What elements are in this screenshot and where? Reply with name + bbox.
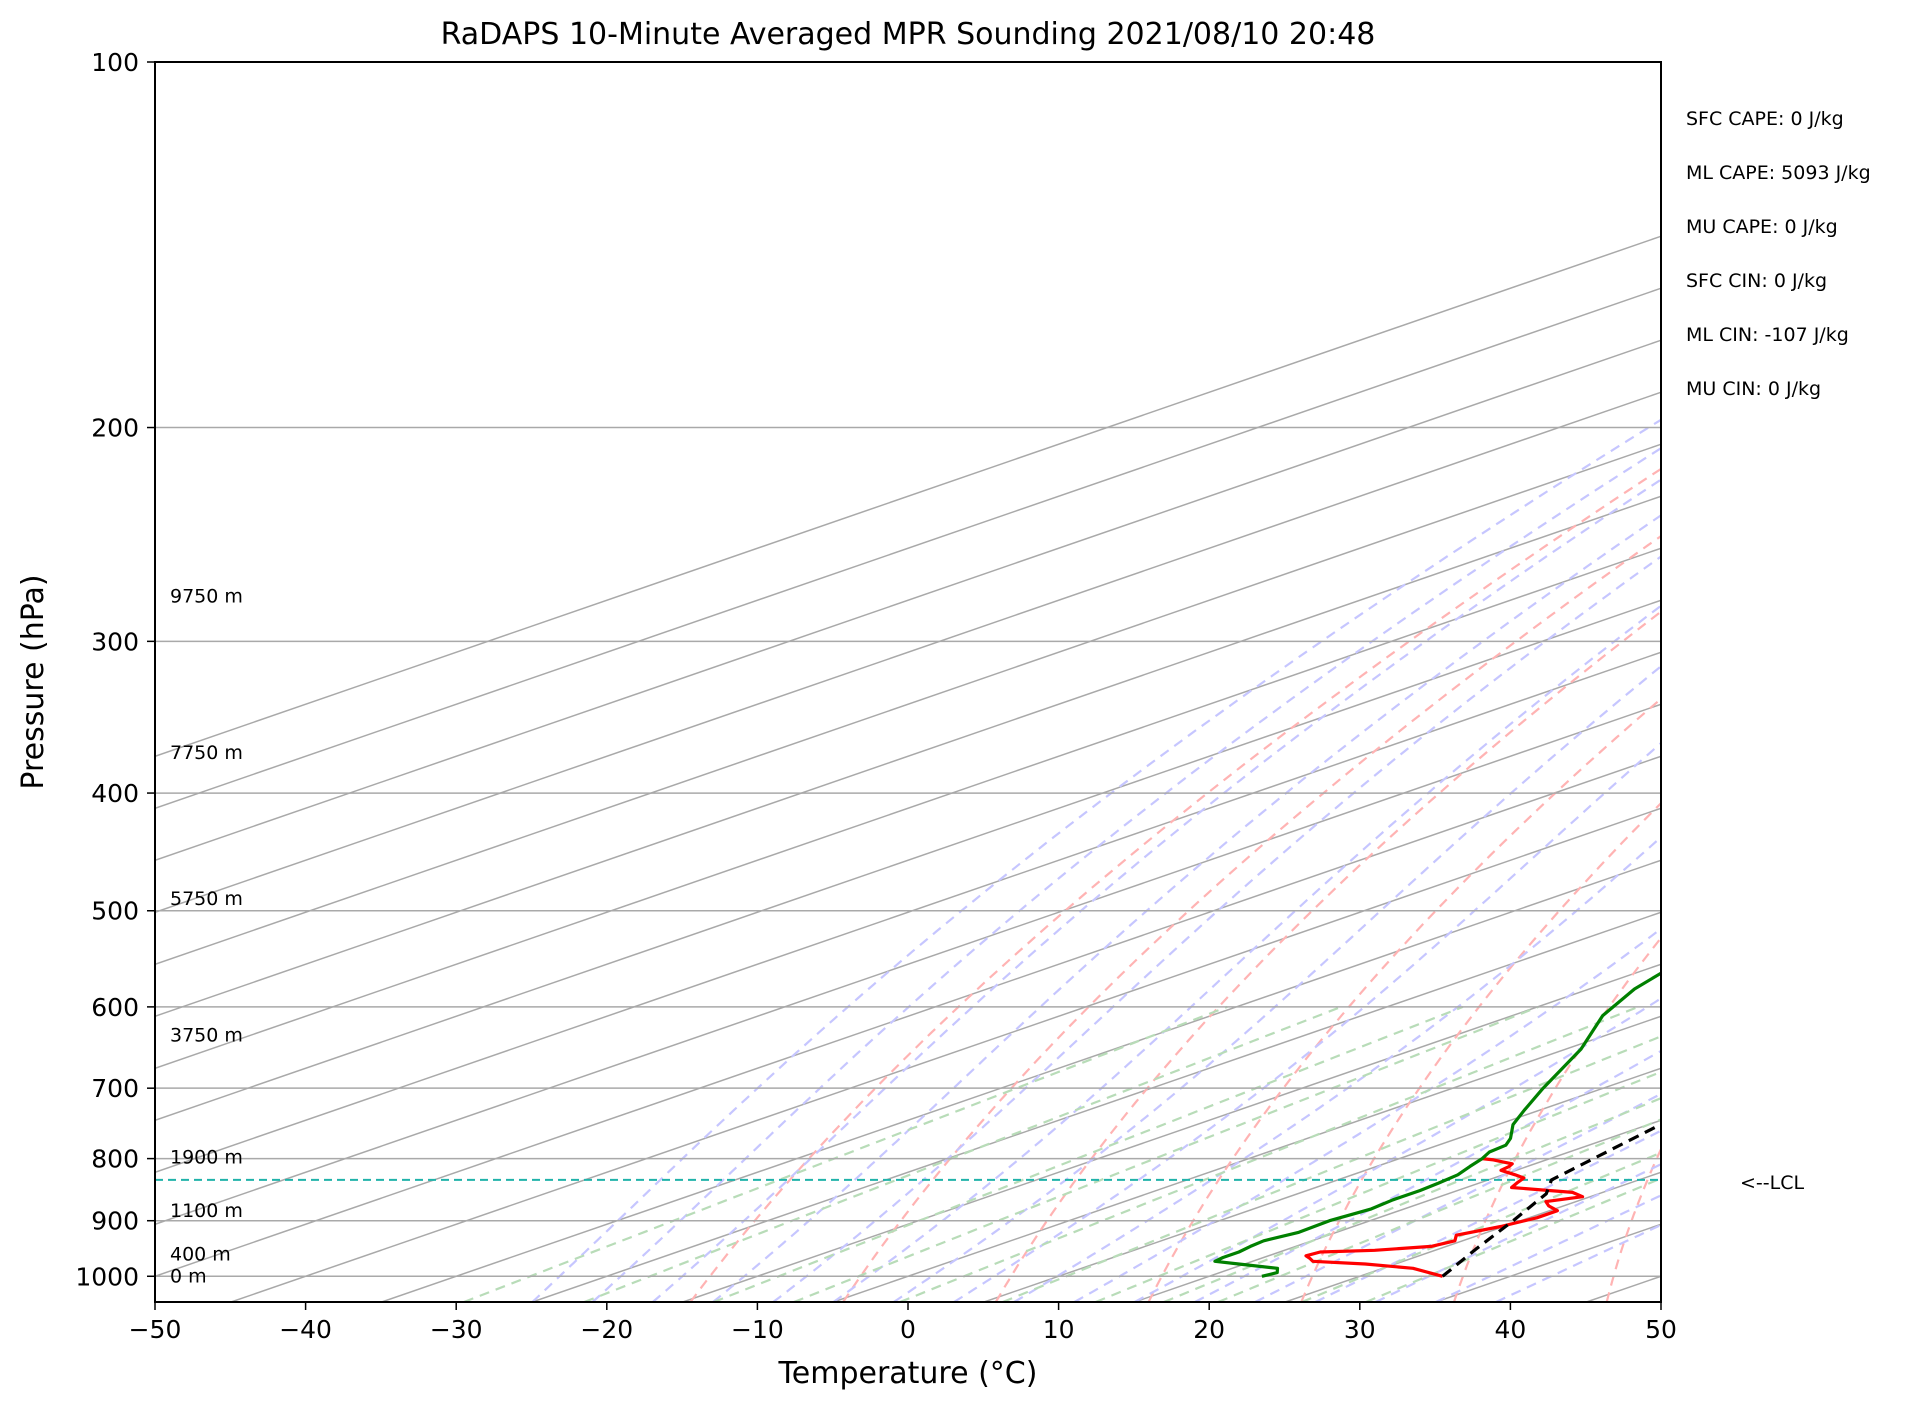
- x-tick-label: 10: [1043, 1315, 1075, 1344]
- isotherm-line: [155, 287, 1661, 810]
- y-tick-label: 600: [91, 993, 139, 1022]
- sfc-cape-text: SFC CAPE: 0 J/kg: [1686, 108, 1844, 130]
- y-tick-label: 900: [91, 1207, 139, 1236]
- moist-adiabat-line: [953, 741, 1661, 1302]
- mu-cin-text: MU CIN: 0 J/kg: [1686, 378, 1822, 400]
- y-tick-label: 100: [91, 48, 139, 77]
- mixing-ratio-line: [1002, 1035, 1661, 1302]
- isotherm-line: [155, 495, 1661, 1018]
- sfc-cin-text: SFC CIN: 0 J/kg: [1686, 270, 1828, 292]
- isotherm-line: [155, 599, 1661, 1122]
- y-tick-label: 300: [91, 627, 139, 656]
- mixing-ratio-line: [1217, 1118, 1661, 1302]
- height-label: 400 m: [170, 1244, 231, 1266]
- y-tick-label: 500: [91, 897, 139, 926]
- x-axis-label: Temperature (°C): [778, 1356, 1038, 1391]
- mixing-ratio-line: [1163, 1097, 1661, 1302]
- dry-adiabat-line: [1605, 1146, 1661, 1302]
- moist-adiabat-line: [893, 664, 1661, 1302]
- moist-adiabat-line: [1314, 1129, 1661, 1302]
- y-tick-label: 400: [91, 779, 139, 808]
- mixing-ratio-line: [793, 1005, 1539, 1302]
- isotherm-line: [833, 1015, 1661, 1302]
- isotherm-line: [155, 755, 1661, 1278]
- x-tick-label: 0: [900, 1315, 916, 1344]
- x-tick-label: −30: [430, 1315, 483, 1344]
- mixing-ratio-line: [713, 1005, 1464, 1302]
- x-tick-label: −20: [580, 1315, 633, 1344]
- dry-adiabat-line: [994, 610, 1661, 1302]
- temperature-profile-line: [1304, 1157, 1585, 1278]
- height-label: 0 m: [170, 1266, 207, 1288]
- moist-adiabat-line: [1134, 997, 1661, 1302]
- height-label: 5750 m: [170, 888, 243, 910]
- mixing-ratio-line: [899, 1005, 1639, 1302]
- x-tick-label: 40: [1494, 1315, 1526, 1344]
- isotherm-line: [381, 859, 1661, 1302]
- moist-adiabat-line: [652, 478, 1661, 1302]
- height-label: 3750 m: [170, 1024, 243, 1046]
- x-tick-label: 30: [1344, 1315, 1376, 1344]
- isotherm-line: [155, 391, 1661, 914]
- moist-adiabat-line: [591, 446, 1661, 1302]
- isotherm-line: [155, 339, 1661, 862]
- moist-adiabat-line: [772, 555, 1661, 1302]
- moist-adiabat-line: [1073, 927, 1661, 1302]
- chart-title: RaDAPS 10-Minute Averaged MPR Sounding 2…: [441, 17, 1376, 52]
- x-tick-label: 50: [1645, 1315, 1677, 1344]
- moist-adiabat-line: [832, 604, 1661, 1302]
- isotherm-line: [155, 651, 1661, 1174]
- mixing-ratio-line: [583, 1005, 1342, 1302]
- y-tick-label: 700: [91, 1074, 139, 1103]
- moist-adiabat-line: [1013, 835, 1661, 1302]
- y-tick-label: 200: [91, 414, 139, 443]
- stats-panel: SFC CAPE: 0 J/kg ML CAPE: 5093 J/kg MU C…: [1686, 108, 1871, 432]
- isotherm-line: [983, 1067, 1661, 1302]
- x-tick-label: −10: [731, 1315, 784, 1344]
- isotherm-line: [155, 703, 1661, 1226]
- height-label: 7750 m: [170, 742, 243, 764]
- height-label: 1900 m: [170, 1147, 243, 1169]
- y-tick-label: 1000: [75, 1262, 139, 1291]
- isotherm-line: [155, 235, 1661, 758]
- isotherm-line: [155, 443, 1661, 966]
- mixing-ratio-line: [463, 1005, 1228, 1302]
- ml-cape-text: ML CAPE: 5093 J/kg: [1686, 162, 1871, 184]
- mixing-ratio-line: [1095, 1070, 1661, 1302]
- dry-adiabat-line: [689, 467, 1661, 1302]
- y-axis-label: Pressure (hPa): [16, 574, 51, 789]
- plot-frame: [154, 61, 1662, 1303]
- moist-adiabat-line: [531, 418, 1661, 1302]
- x-tick-label: 20: [1193, 1315, 1225, 1344]
- mixing-ratio-line: [1301, 1151, 1661, 1302]
- ml-cin-text: ML CIN: -107 J/kg: [1686, 324, 1849, 346]
- height-label: 1100 m: [170, 1200, 243, 1222]
- x-tick-label: −40: [279, 1315, 332, 1344]
- dry-adiabat-line: [842, 534, 1661, 1302]
- mixing-ratio-line: [1365, 1177, 1661, 1302]
- lcl-label: <--LCL: [1740, 1172, 1805, 1194]
- y-tick-label: 800: [91, 1145, 139, 1174]
- isotherm-line: [155, 547, 1661, 1070]
- mu-cape-text: MU CAPE: 0 J/kg: [1686, 216, 1838, 238]
- dry-adiabat-line: [1300, 801, 1661, 1302]
- isotherm-line: [682, 963, 1661, 1302]
- height-label: 9750 m: [170, 585, 243, 607]
- isotherm-line: [532, 911, 1661, 1302]
- x-tick-label: −50: [129, 1315, 182, 1344]
- isotherm-line: [230, 807, 1661, 1302]
- dewpoint-profile-line: [1213, 971, 1661, 1278]
